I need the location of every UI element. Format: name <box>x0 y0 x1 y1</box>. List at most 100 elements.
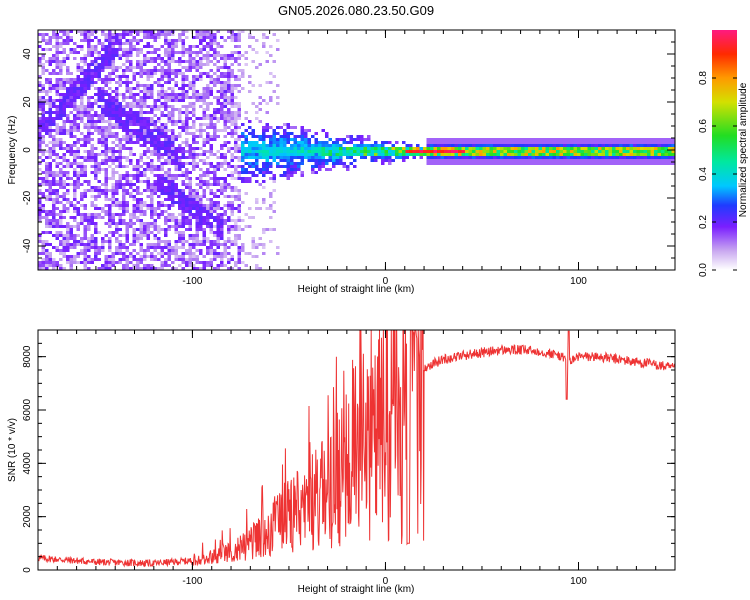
heatmap-cell <box>45 177 49 180</box>
heatmap-cell <box>83 72 87 75</box>
heatmap-cell <box>94 195 98 198</box>
heatmap-cell <box>160 192 164 195</box>
heatmap-cell <box>97 99 101 102</box>
heatmap-cell <box>465 138 469 141</box>
heatmap-cell <box>286 168 290 171</box>
heatmap-cell <box>153 48 157 51</box>
heatmap-cell <box>136 165 140 168</box>
heatmap-cell <box>76 126 80 129</box>
heatmap-cell <box>230 243 234 246</box>
heatmap-cell <box>209 261 213 264</box>
heatmap-cell <box>66 39 70 42</box>
heatmap-cell <box>125 207 129 210</box>
heatmap-cell <box>230 189 234 192</box>
heatmap-cell <box>164 93 168 96</box>
heatmap-cell <box>59 183 63 186</box>
heatmap-cell <box>195 60 199 63</box>
heatmap-cell <box>118 246 122 249</box>
heatmap-cell <box>41 84 45 87</box>
heatmap-cell <box>97 252 101 255</box>
heatmap-cell <box>97 249 101 252</box>
heatmap-cell <box>258 156 262 159</box>
heatmap-cell <box>556 153 560 156</box>
heatmap-cell <box>248 45 252 48</box>
heatmap-cell <box>55 213 59 216</box>
heatmap-cell <box>223 213 227 216</box>
heatmap-cell <box>269 240 273 243</box>
heatmap-cell <box>76 108 80 111</box>
heatmap-cell <box>367 147 371 150</box>
heatmap-cell <box>524 162 528 165</box>
heatmap-cell <box>230 99 234 102</box>
heatmap-cell <box>234 156 238 159</box>
heatmap-cell <box>409 150 413 153</box>
heatmap-cell <box>143 99 147 102</box>
heatmap-cell <box>346 150 350 153</box>
heatmap-cell <box>237 150 241 153</box>
heatmap-cell <box>237 108 241 111</box>
heatmap-cell <box>160 96 164 99</box>
heatmap-cell <box>629 147 633 150</box>
heatmap-cell <box>118 66 122 69</box>
heatmap-cell <box>136 189 140 192</box>
heatmap-cell <box>94 207 98 210</box>
heatmap-cell <box>62 192 66 195</box>
heatmap-cell <box>185 198 189 201</box>
heatmap-cell <box>69 30 73 33</box>
heatmap-cell <box>171 177 175 180</box>
heatmap-cell <box>76 222 80 225</box>
heatmap-cell <box>164 90 168 93</box>
heatmap-cell <box>237 195 241 198</box>
heatmap-cell <box>101 108 105 111</box>
heatmap-cell <box>566 159 570 162</box>
heatmap-cell <box>41 231 45 234</box>
heatmap-cell <box>269 192 273 195</box>
heatmap-cell <box>633 162 637 165</box>
heatmap-cell <box>213 234 217 237</box>
heatmap-cell <box>125 60 129 63</box>
heatmap-cell <box>311 150 315 153</box>
heatmap-cell <box>276 126 280 129</box>
heatmap-cell <box>164 138 168 141</box>
heatmap-cell <box>412 147 416 150</box>
heatmap-cell <box>654 153 658 156</box>
heatmap-cell <box>174 81 178 84</box>
heatmap-cell <box>83 36 87 39</box>
heatmap-cell <box>237 147 241 150</box>
heatmap-cell <box>223 144 227 147</box>
heatmap-cell <box>475 156 479 159</box>
heatmap-cell <box>195 93 199 96</box>
heatmap-cell <box>286 141 290 144</box>
heatmap-cell <box>209 207 213 210</box>
heatmap-cell <box>570 156 574 159</box>
heatmap-cell <box>111 150 115 153</box>
heatmap-cell <box>559 138 563 141</box>
heatmap-cell <box>272 210 276 213</box>
heatmap-cell <box>220 213 224 216</box>
heatmap-cell <box>507 141 511 144</box>
heatmap-cell <box>167 42 171 45</box>
heatmap-cell <box>468 144 472 147</box>
heatmap-cell <box>181 111 185 114</box>
heatmap-cell <box>342 153 346 156</box>
heatmap-cell <box>69 132 73 135</box>
heatmap-cell <box>265 144 269 147</box>
heatmap-cell <box>594 138 598 141</box>
heatmap-cell <box>185 264 189 267</box>
heatmap-cell <box>227 36 231 39</box>
heatmap-cell <box>38 105 42 108</box>
heatmap-cell <box>384 147 388 150</box>
heatmap-cell <box>626 144 630 147</box>
heatmap-cell <box>59 168 63 171</box>
heatmap-cell <box>125 117 129 120</box>
heatmap-cell <box>199 39 203 42</box>
heatmap-cell <box>325 141 329 144</box>
heatmap-cell <box>48 108 52 111</box>
heatmap-cell <box>192 252 196 255</box>
heatmap-cell <box>332 156 336 159</box>
heatmap-cell <box>55 72 59 75</box>
heatmap-cell <box>661 138 665 141</box>
heatmap-cell <box>241 177 245 180</box>
heatmap-cell <box>83 264 87 267</box>
heatmap-cell <box>206 171 210 174</box>
